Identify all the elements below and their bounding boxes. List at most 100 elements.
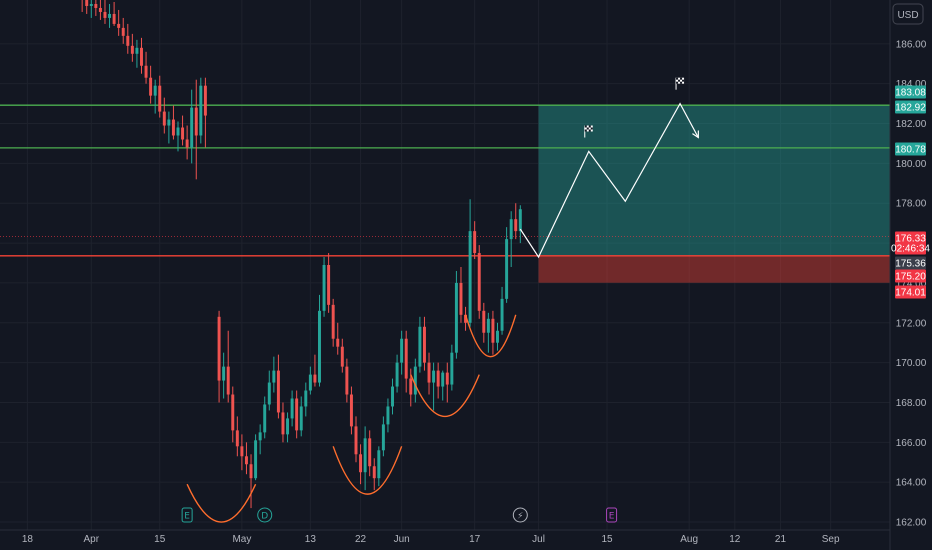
time-tick-label: 22 xyxy=(355,534,367,545)
candle-body xyxy=(331,304,335,339)
candle-body xyxy=(427,362,431,383)
pattern-arc[interactable] xyxy=(464,314,517,358)
candle-body xyxy=(482,310,486,333)
candle xyxy=(500,286,504,335)
price-tag: 175.36 xyxy=(895,256,926,270)
event-markers[interactable]: E D ⚡ E xyxy=(181,77,685,523)
event-marker[interactable]: D xyxy=(257,507,273,523)
candle xyxy=(313,354,317,387)
event-marker[interactable]: E xyxy=(181,507,193,523)
candle-body xyxy=(135,47,139,54)
candle xyxy=(418,316,422,373)
candle xyxy=(108,3,112,28)
candle xyxy=(112,1,116,26)
price-tick-label: 174.00 xyxy=(896,278,927,289)
candle xyxy=(505,227,509,303)
flag-check xyxy=(680,81,683,84)
candle-body xyxy=(295,398,299,431)
candle xyxy=(217,310,221,403)
candle xyxy=(441,370,445,401)
candle-body xyxy=(308,374,312,391)
candle-body xyxy=(345,366,349,395)
checkered-flag-icon[interactable] xyxy=(584,125,593,138)
candle-body xyxy=(514,219,518,232)
event-marker-label: E xyxy=(609,512,615,522)
time-tick-label: 18 xyxy=(22,534,34,545)
candle xyxy=(185,125,189,160)
pattern-arcs[interactable] xyxy=(186,314,517,523)
candle-body xyxy=(140,47,143,66)
price-tag: 174.01 xyxy=(895,285,926,299)
candle-body xyxy=(199,85,203,136)
candle-body xyxy=(258,432,262,441)
candle-body xyxy=(336,338,340,347)
trade-zones xyxy=(538,105,890,283)
time-tick-label: 17 xyxy=(469,534,481,545)
candle xyxy=(254,434,258,481)
candle-body xyxy=(486,318,490,333)
price-tag: 02:46:34 xyxy=(891,241,930,255)
candle-body xyxy=(176,127,180,136)
candle xyxy=(395,354,399,393)
flag-check xyxy=(682,79,685,82)
horizontal-lines[interactable] xyxy=(0,104,890,257)
price-tag-label: 175.20 xyxy=(895,272,926,283)
price-tag-label: 175.36 xyxy=(895,259,926,270)
price-tick-label: 180.00 xyxy=(896,159,927,170)
price-tick-label: 182.00 xyxy=(896,119,927,130)
price-tag-box xyxy=(895,100,926,114)
candle xyxy=(359,444,363,485)
event-marker[interactable]: ⚡ xyxy=(512,507,528,523)
currency-label[interactable]: USD xyxy=(892,3,924,25)
flag-check xyxy=(678,79,681,82)
candle-body xyxy=(281,412,285,435)
candle xyxy=(103,0,107,24)
price-tag: 183.08 xyxy=(895,85,926,99)
pattern-arc[interactable] xyxy=(186,483,257,523)
candle-body xyxy=(203,85,207,116)
price-tick-label: 164.00 xyxy=(896,478,927,489)
candle xyxy=(89,0,93,18)
candle-body xyxy=(509,219,513,240)
candle xyxy=(386,398,390,433)
candle-body xyxy=(254,440,258,479)
candle xyxy=(203,77,207,148)
time-tick-label: 12 xyxy=(729,534,741,545)
price-tag-label: 176.33 xyxy=(895,234,926,245)
candle-body xyxy=(304,390,308,407)
target-zone xyxy=(538,105,890,256)
candle-body xyxy=(340,346,344,367)
price-tag: 176.33 xyxy=(895,231,926,245)
candle-body xyxy=(240,446,244,457)
candle xyxy=(158,75,162,118)
projection-polyline[interactable] xyxy=(519,102,699,259)
price-tag-box xyxy=(895,231,926,245)
candle xyxy=(194,79,198,180)
time-axis[interactable]: 18 Apr 15 May 13 22 Jun 17 Jul 15 Aug 12 21 Sep xyxy=(22,534,840,545)
candle xyxy=(235,416,239,457)
pattern-arc[interactable] xyxy=(332,446,403,495)
checkered-flag-icon[interactable] xyxy=(675,77,685,90)
candle xyxy=(222,352,226,399)
candle-body xyxy=(386,406,390,425)
candle xyxy=(450,344,454,391)
event-marker[interactable]: E xyxy=(606,507,618,523)
candle xyxy=(98,0,102,20)
projection-path[interactable] xyxy=(519,102,699,259)
time-tick-label: Jun xyxy=(394,534,410,545)
flag-check xyxy=(680,77,683,80)
pattern-arc[interactable] xyxy=(410,374,480,418)
earnings-icon xyxy=(181,507,193,523)
candle xyxy=(491,310,495,355)
price-tick-label: 172.00 xyxy=(896,318,927,329)
price-tick-label: 178.00 xyxy=(896,199,927,210)
lightning-icon xyxy=(512,507,528,523)
candle-body xyxy=(244,456,248,465)
candle-body xyxy=(85,0,89,6)
candle-body xyxy=(327,265,331,305)
candle-body xyxy=(441,372,445,387)
candle-body xyxy=(436,370,440,387)
candle-body xyxy=(422,326,426,363)
